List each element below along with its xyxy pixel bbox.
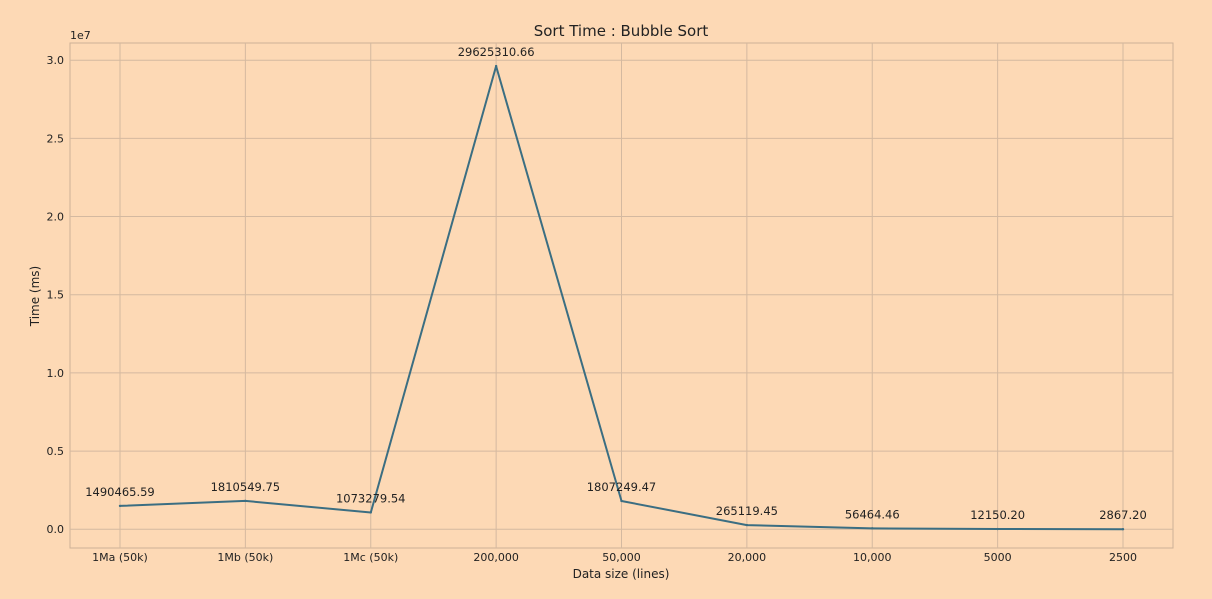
x-tick-label: 10,000 <box>853 551 892 564</box>
y-tick-label: 1.0 <box>47 367 65 380</box>
y-tick-label: 3.0 <box>47 54 65 67</box>
data-label: 2867.20 <box>1099 508 1147 522</box>
x-tick-label: 20,000 <box>728 551 767 564</box>
data-label: 1073279.54 <box>336 491 406 505</box>
x-tick-label: 50,000 <box>602 551 641 564</box>
data-label: 1490465.59 <box>85 485 155 499</box>
y-tick-label: 2.5 <box>47 132 65 145</box>
data-point <box>745 523 749 527</box>
y-ticks: 0.0 0.5 1.0 1.5 2.0 2.5 3.0 <box>47 54 65 536</box>
y-tick-label: 0.0 <box>47 523 65 536</box>
y-axis-label: Time (ms) <box>28 266 42 328</box>
data-labels: 1490465.59 1810549.75 1073279.54 29625310.6… <box>85 45 1147 522</box>
data-label: 29625310.66 <box>458 45 535 59</box>
data-label: 1810549.75 <box>211 480 281 494</box>
data-point <box>1121 527 1125 531</box>
grid-lines <box>70 43 1173 548</box>
chart-title: Sort Time : Bubble Sort <box>534 22 709 40</box>
x-tick-label: 1Ma (50k) <box>92 551 148 564</box>
data-point <box>118 504 122 508</box>
x-ticks: 1Ma (50k) 1Mb (50k) 1Mc (50k) 200,000 50,000… <box>92 551 1137 564</box>
data-label: 1807249.47 <box>587 480 657 494</box>
data-point <box>369 511 372 514</box>
data-point <box>494 64 498 68</box>
x-tick-label: 5000 <box>984 551 1012 564</box>
y-offset-label: 1e7 <box>70 29 91 42</box>
data-point <box>244 499 247 503</box>
data-label: 265119.45 <box>716 504 778 518</box>
data-label: 56464.46 <box>845 507 900 521</box>
series <box>118 64 1125 531</box>
x-tick-label: 1Mb (50k) <box>217 551 273 564</box>
x-tick-label: 200,000 <box>473 551 519 564</box>
data-point <box>996 527 999 531</box>
y-tick-label: 1.5 <box>47 289 65 302</box>
y-tick-label: 2.0 <box>47 211 65 224</box>
data-point <box>871 527 874 530</box>
data-point <box>620 499 623 503</box>
x-tick-label: 2500 <box>1109 551 1137 564</box>
x-axis-label: Data size (lines) <box>573 567 670 581</box>
x-tick-label: 1Mc (50k) <box>343 551 398 564</box>
y-tick-label: 0.5 <box>47 445 65 458</box>
data-label: 12150.20 <box>970 508 1025 522</box>
